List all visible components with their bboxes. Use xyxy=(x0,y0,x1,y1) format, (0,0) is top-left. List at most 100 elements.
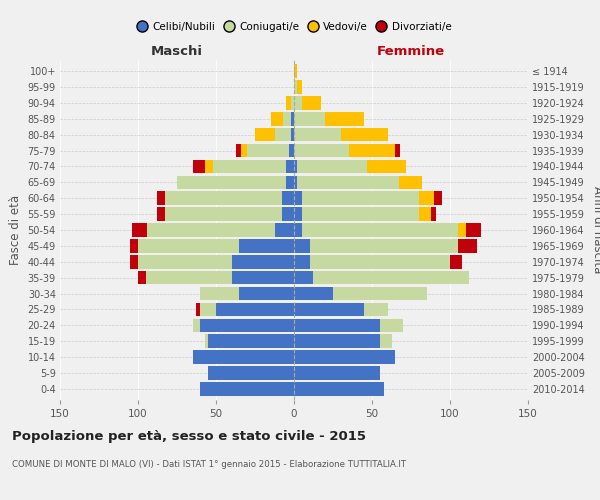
Bar xyxy=(208,366,294,380)
Bar xyxy=(193,350,294,364)
Bar xyxy=(458,239,476,252)
Bar xyxy=(232,271,294,284)
Bar xyxy=(313,271,469,284)
Bar xyxy=(132,223,148,237)
Bar xyxy=(216,302,294,316)
Bar xyxy=(200,302,216,316)
Bar xyxy=(208,334,294,348)
Y-axis label: Fasce di età: Fasce di età xyxy=(9,195,22,265)
Bar xyxy=(200,287,239,300)
Bar xyxy=(255,128,275,141)
Bar xyxy=(286,160,294,173)
Bar xyxy=(291,112,294,126)
Bar xyxy=(434,192,442,205)
Bar xyxy=(213,160,286,173)
Bar xyxy=(294,80,297,94)
Bar xyxy=(395,144,400,158)
Bar xyxy=(157,208,164,221)
Bar xyxy=(138,271,146,284)
Bar xyxy=(302,192,419,205)
Bar xyxy=(297,176,398,189)
Bar xyxy=(232,255,294,268)
Bar xyxy=(294,255,310,268)
Bar xyxy=(302,96,320,110)
Bar xyxy=(380,318,403,332)
Legend: Celibi/Nubili, Coniugati/e, Vedovi/e, Divorziati/e: Celibi/Nubili, Coniugati/e, Vedovi/e, Di… xyxy=(133,18,455,36)
Bar xyxy=(164,208,281,221)
Bar xyxy=(138,239,239,252)
Bar xyxy=(294,96,302,110)
Bar xyxy=(281,192,294,205)
Bar xyxy=(236,144,241,158)
Y-axis label: Anni di nascita: Anni di nascita xyxy=(592,186,600,274)
Bar xyxy=(450,255,463,268)
Bar xyxy=(247,144,289,158)
Bar xyxy=(130,239,138,252)
Bar xyxy=(291,96,294,110)
Text: Popolazione per età, sesso e stato civile - 2015: Popolazione per età, sesso e stato civil… xyxy=(12,430,366,443)
Bar xyxy=(275,223,294,237)
Bar xyxy=(367,160,406,173)
Bar xyxy=(431,208,436,221)
Bar xyxy=(281,208,294,221)
Bar xyxy=(333,287,427,300)
Bar xyxy=(310,255,450,268)
Bar xyxy=(205,334,208,348)
Bar xyxy=(297,80,302,94)
Bar xyxy=(297,160,367,173)
Text: COMUNE DI MONTE DI MALO (VI) - Dati ISTAT 1° gennaio 2015 - Elaborazione TUTTITA: COMUNE DI MONTE DI MALO (VI) - Dati ISTA… xyxy=(12,460,406,469)
Bar xyxy=(294,287,333,300)
Bar xyxy=(364,302,388,316)
Bar xyxy=(193,160,205,173)
Bar xyxy=(294,382,385,396)
Bar xyxy=(294,192,302,205)
Bar xyxy=(294,64,297,78)
Bar xyxy=(466,223,481,237)
Bar xyxy=(419,208,431,221)
Bar xyxy=(398,176,422,189)
Bar xyxy=(294,318,380,332)
Bar xyxy=(286,176,294,189)
Bar xyxy=(177,176,286,189)
Bar xyxy=(193,318,200,332)
Bar xyxy=(294,112,325,126)
Bar xyxy=(205,160,213,173)
Bar xyxy=(283,112,291,126)
Bar xyxy=(239,287,294,300)
Bar xyxy=(275,128,291,141)
Bar xyxy=(294,223,302,237)
Bar xyxy=(200,382,294,396)
Bar xyxy=(164,192,281,205)
Bar xyxy=(294,160,297,173)
Bar xyxy=(157,192,164,205)
Bar xyxy=(294,239,310,252)
Bar xyxy=(294,208,302,221)
Bar xyxy=(146,271,232,284)
Bar xyxy=(196,302,200,316)
Bar xyxy=(148,223,275,237)
Bar xyxy=(310,239,458,252)
Bar xyxy=(286,96,291,110)
Bar xyxy=(200,318,294,332)
Bar xyxy=(271,112,283,126)
Bar xyxy=(325,112,364,126)
Bar xyxy=(380,334,392,348)
Bar xyxy=(294,334,380,348)
Bar xyxy=(419,192,434,205)
Bar xyxy=(294,128,341,141)
Bar xyxy=(241,144,247,158)
Bar xyxy=(349,144,395,158)
Bar xyxy=(294,176,297,189)
Text: Femmine: Femmine xyxy=(377,46,445,59)
Bar xyxy=(291,128,294,141)
Bar xyxy=(302,223,458,237)
Bar xyxy=(239,239,294,252)
Text: Maschi: Maschi xyxy=(151,46,203,59)
Bar xyxy=(294,366,380,380)
Bar xyxy=(138,255,232,268)
Bar xyxy=(294,350,395,364)
Bar xyxy=(458,223,466,237)
Bar xyxy=(294,271,313,284)
Bar xyxy=(294,144,349,158)
Bar xyxy=(302,208,419,221)
